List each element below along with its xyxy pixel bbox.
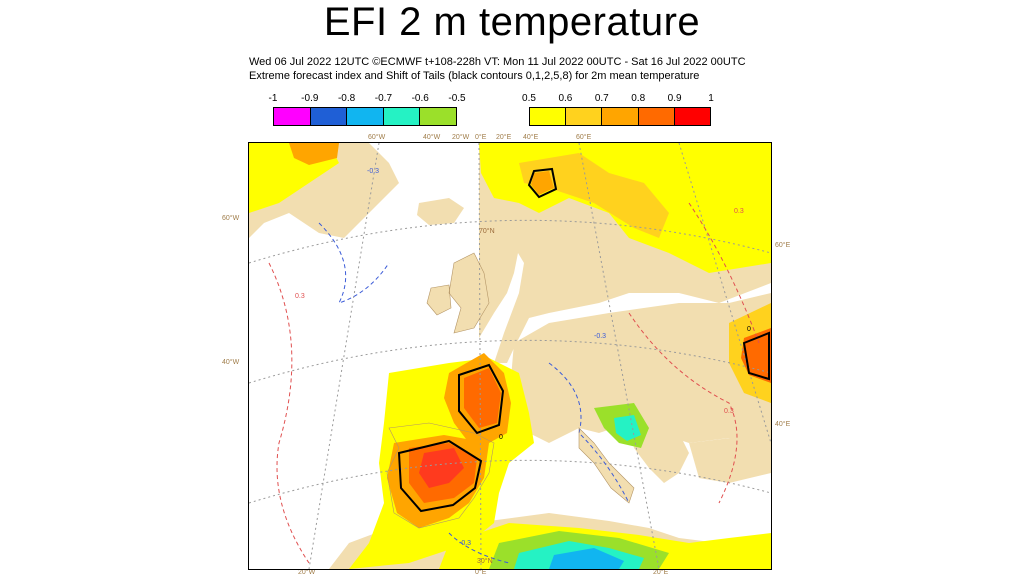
efi-contours-negative xyxy=(318,222,630,564)
legend-tick: -0.8 xyxy=(337,93,356,104)
contour-line xyxy=(688,202,760,344)
lon-label-bottom: 0°E xyxy=(475,569,487,576)
efi-orange-lapland xyxy=(519,153,669,238)
lon-label-top: 20°E xyxy=(496,134,512,141)
legend-negative: -1 -0.9 -0.8 -0.7 -0.6 -0.5 xyxy=(269,93,466,127)
contour-label: 0.3 xyxy=(295,293,305,300)
lat-label-right: 60°E xyxy=(775,242,791,249)
legend-swatch xyxy=(638,108,675,125)
lon-label-top: 40°W xyxy=(423,134,441,141)
efi-map-svg: 0.3 0.3 0.3 -0.3 -0.3 -0.3 0 0 70°N 30°N xyxy=(249,143,771,569)
efi-map: 0.3 0.3 0.3 -0.3 -0.3 -0.3 0 0 70°N 30°N xyxy=(248,142,772,570)
legend-negative-ticks: -1 -0.9 -0.8 -0.7 -0.6 -0.5 xyxy=(269,93,466,105)
graticule-line xyxy=(478,143,482,569)
contour-line xyxy=(548,362,630,504)
legend-swatch xyxy=(310,108,348,125)
efi-contours-positive xyxy=(268,202,760,564)
contour-line xyxy=(268,262,310,564)
contour-label: 0.3 xyxy=(734,208,744,215)
chart-subtitle-description: Extreme forecast index and Shift of Tail… xyxy=(249,70,700,82)
chart-subtitle-run-info: Wed 06 Jul 2022 12UTC ©ECMWF t+108-228h … xyxy=(249,56,746,68)
legend-swatch xyxy=(347,108,384,125)
legend-swatch xyxy=(674,108,711,125)
lat-label-interior: 30°N xyxy=(477,557,493,565)
efi-red-iberia xyxy=(419,448,464,488)
legend-tick: 1 xyxy=(708,93,714,104)
efi-dark-orange-lapland xyxy=(531,171,554,195)
sot-contour xyxy=(527,167,558,199)
lon-label-top: 40°E xyxy=(523,134,539,141)
lon-label-bottom: 20°W xyxy=(298,569,316,576)
contour-line xyxy=(628,312,738,504)
coastline xyxy=(426,284,452,316)
legend-tick: -0.9 xyxy=(301,93,319,104)
legend-tick: 0.8 xyxy=(631,93,646,104)
graticule-line xyxy=(578,143,660,569)
ireland-land xyxy=(427,285,451,315)
legend-tick: -0.6 xyxy=(411,93,429,104)
chart-title: EFI 2 m temperature xyxy=(323,0,701,44)
legend-positive: 0.5 0.6 0.7 0.8 0.9 1 xyxy=(522,93,714,127)
graticule-line xyxy=(308,143,380,569)
graticule-line xyxy=(249,459,771,504)
lon-label-top: 60°E xyxy=(576,134,592,141)
legend-negative-colorbar xyxy=(273,107,457,126)
contour-label: -0.3 xyxy=(459,540,471,547)
graticule-line xyxy=(678,143,771,444)
efi-orange-greenland xyxy=(289,143,339,165)
british-isles-land xyxy=(449,253,489,333)
legend-swatch xyxy=(566,108,603,125)
coastline xyxy=(386,422,495,529)
iceland-land xyxy=(417,198,464,225)
contour-line xyxy=(318,222,390,304)
legend-tick: 0.9 xyxy=(667,93,682,104)
sot-contour xyxy=(458,363,505,435)
efi-dark-orange-france xyxy=(464,368,501,428)
contour-label: -0.3 xyxy=(594,333,606,340)
legend-positive-ticks: 0.5 0.6 0.7 0.8 0.9 1 xyxy=(522,93,714,105)
contour-label: 0 xyxy=(747,326,751,333)
legend-swatch xyxy=(602,108,639,125)
contour-line xyxy=(448,532,510,564)
legend-tick: -0.7 xyxy=(374,93,393,104)
coastline xyxy=(578,427,635,504)
legend-tick: 0.7 xyxy=(594,93,609,104)
legend-swatch xyxy=(420,108,456,125)
lat-label-interior: 70°N xyxy=(479,227,495,235)
legend-swatch xyxy=(530,108,567,125)
contour-label: -0.3 xyxy=(367,168,379,175)
legend-positive-colorbar xyxy=(529,107,711,126)
coastline xyxy=(448,252,490,334)
lon-label-top: 0°E xyxy=(475,134,487,141)
contour-label: 0 xyxy=(499,434,503,441)
legend-tick: -0.5 xyxy=(448,93,466,104)
legend-tick: 0.6 xyxy=(558,93,573,104)
lat-label-right: 40°E xyxy=(775,421,791,428)
lat-label-left: 60°W xyxy=(222,215,240,222)
lon-label-top: 20°W xyxy=(452,134,470,141)
legend-swatch xyxy=(274,108,311,125)
efi-light-blue-sahara xyxy=(549,548,624,569)
lon-label-top: 60°W xyxy=(368,134,386,141)
continental-europe-land xyxy=(474,293,771,443)
sot-contours xyxy=(397,167,770,513)
coastlines xyxy=(386,252,635,529)
lon-label-bottom: 20°E xyxy=(653,569,669,576)
efi-shading xyxy=(249,143,771,569)
sot-contour xyxy=(397,439,483,513)
lat-label-left: 40°W xyxy=(222,359,240,366)
italy-land xyxy=(579,428,634,503)
contour-labels: 0.3 0.3 0.3 -0.3 -0.3 -0.3 0 0 70°N 30°N xyxy=(295,168,751,565)
turkey-land xyxy=(689,433,771,483)
legend-tick: 0.5 xyxy=(522,93,536,104)
contour-label: 0.3 xyxy=(724,408,734,415)
graticule xyxy=(249,143,771,569)
sot-contour xyxy=(742,331,770,381)
legend-tick: -1 xyxy=(268,93,278,104)
legend-swatch xyxy=(383,108,421,125)
